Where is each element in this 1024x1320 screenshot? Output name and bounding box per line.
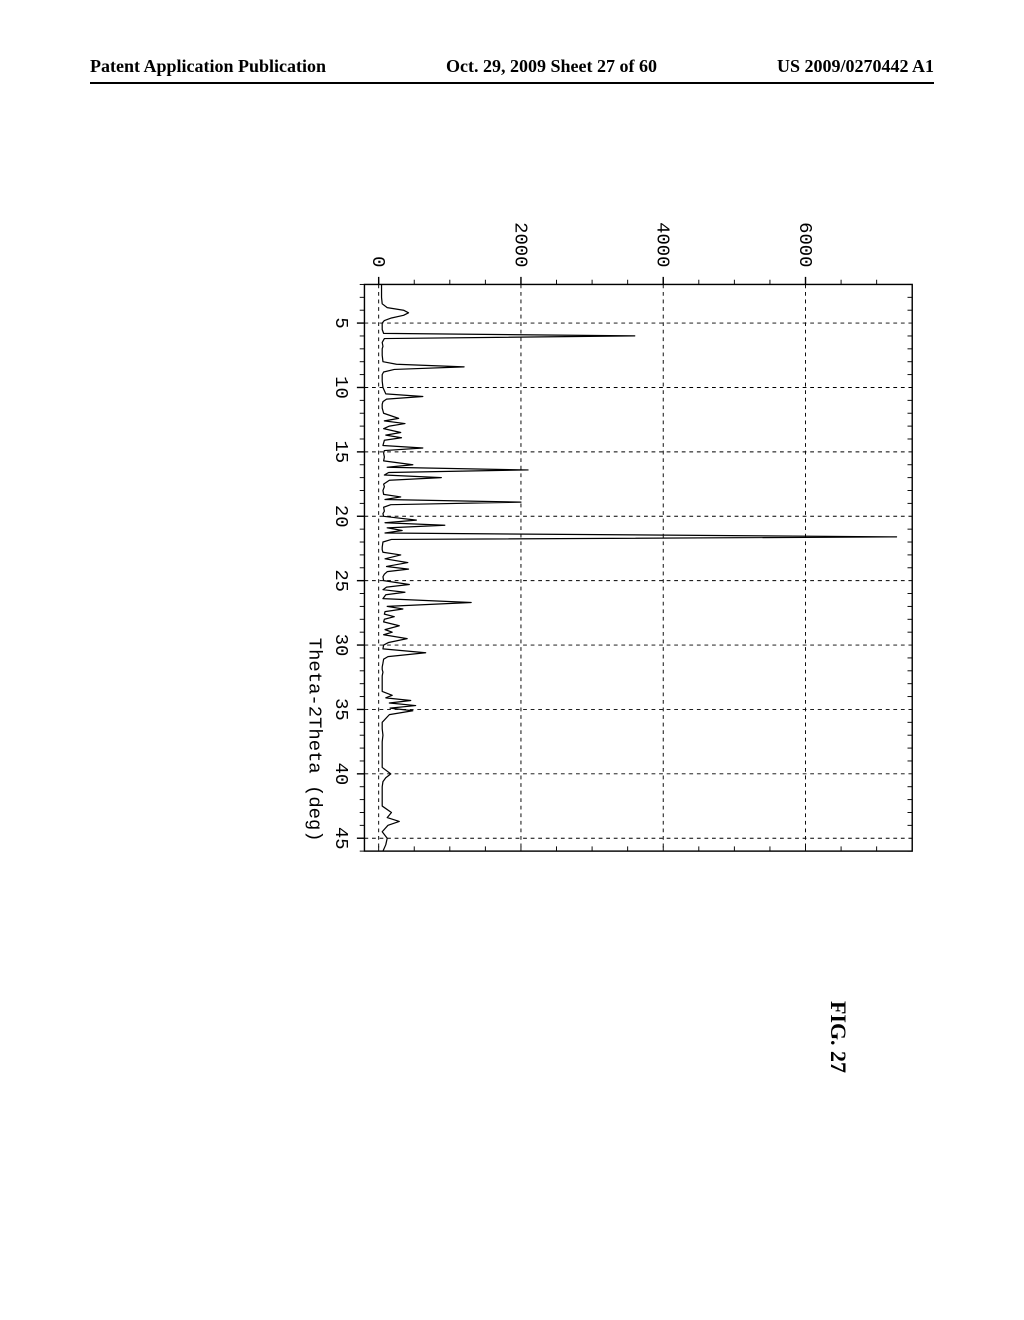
svg-text:6000: 6000 (794, 222, 816, 267)
header-center: Oct. 29, 2009 Sheet 27 of 60 (446, 56, 657, 77)
svg-text:15: 15 (330, 441, 352, 464)
page: Patent Application Publication Oct. 29, … (0, 0, 1024, 1320)
svg-text:20: 20 (330, 505, 352, 528)
page-header: Patent Application Publication Oct. 29, … (0, 56, 1024, 77)
svg-text:35: 35 (330, 698, 352, 721)
header-left: Patent Application Publication (90, 56, 326, 77)
svg-text:2000: 2000 (509, 222, 531, 267)
svg-text:0: 0 (367, 256, 389, 267)
svg-text:5: 5 (330, 317, 352, 328)
header-right: US 2009/0270442 A1 (777, 56, 934, 77)
svg-text:25: 25 (330, 569, 352, 592)
figure-caption: FIG. 27 (825, 1001, 851, 1073)
xrd-chart-svg: 5 10 15 20 25 30 35 40 45 0 2000 4000 6000 Theta-2The… (250, 190, 970, 870)
svg-text:Theta-2Theta (deg): Theta-2Theta (deg) (304, 638, 326, 842)
svg-text:10: 10 (330, 376, 352, 399)
svg-text:45: 45 (330, 827, 352, 850)
svg-text:4000: 4000 (652, 222, 674, 267)
svg-text:30: 30 (330, 634, 352, 657)
svg-text:40: 40 (330, 763, 352, 786)
xrd-chart: 5 10 15 20 25 30 35 40 45 0 2000 4000 6000 Theta-2The… (250, 190, 970, 870)
header-rule (90, 82, 934, 84)
